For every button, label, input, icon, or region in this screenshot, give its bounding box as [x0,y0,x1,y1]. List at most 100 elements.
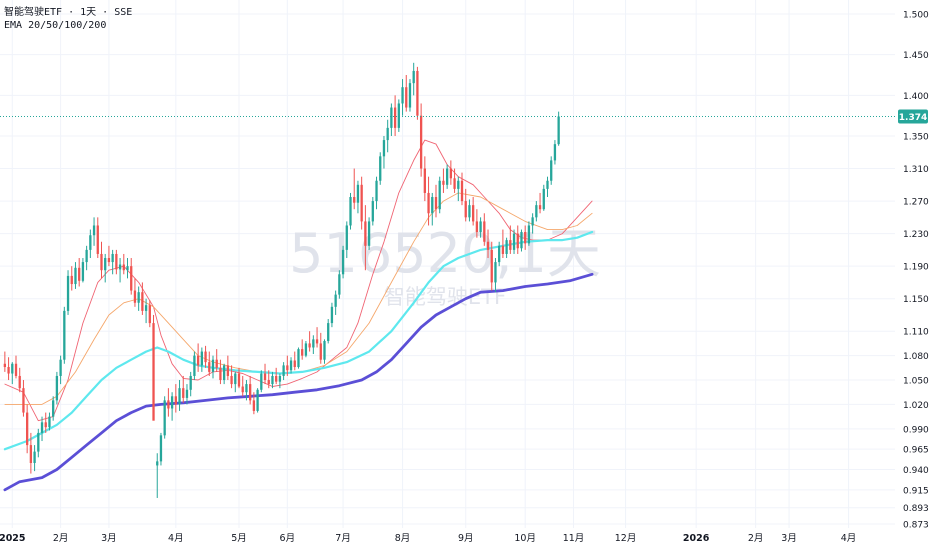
candle-body [312,339,315,348]
candle [100,241,103,279]
candle [107,245,111,267]
candle-body [130,266,133,291]
x-tick-label: 2月 [53,533,69,544]
candle-body [167,400,170,409]
candle-body [445,168,449,185]
y-tick-label: 1.230 [903,230,929,240]
candle-body [498,245,501,263]
candle [196,343,200,372]
candle-body [535,205,538,218]
candle [353,168,356,210]
candle [542,184,545,211]
candle-body [66,275,70,311]
candle [360,176,363,230]
candle [498,241,501,267]
candle-body [416,70,419,116]
candle [141,282,144,315]
candle [501,229,505,259]
candle [111,249,114,275]
y-tick-label: 0.893 [903,504,929,514]
candle-body [170,396,174,409]
candle-body [293,360,296,368]
candle-body [319,343,322,360]
candle [427,176,430,226]
candle [557,111,560,146]
candle [520,229,523,252]
candle-body [308,343,311,348]
x-tick-label: 4月 [168,533,184,544]
candle-body [126,266,129,271]
candle [330,302,334,328]
candle-body [44,422,47,428]
candle-body [29,445,33,463]
candle-body [356,184,360,203]
candle [245,380,248,401]
x-tick-label: 11月 [563,533,585,544]
candle-body [107,258,111,263]
time-axis[interactable]: 2025 2月 3月 4月 5月 6月 7月 8月 9月 10月 11月 12月 2026 2月 3月 4月 [0,533,856,544]
candle-body [393,107,397,128]
candle-body [137,292,140,303]
candle [11,362,14,385]
candle [267,370,270,389]
candle [483,213,486,246]
candle [490,241,493,291]
candle [215,349,218,372]
candle [70,266,73,291]
candle-body [159,435,163,462]
candle-body [271,375,274,385]
candle-body [111,253,114,263]
symbol-title[interactable]: 智能驾驶ETF · 1天 · SSE [4,7,133,18]
candle [449,160,453,185]
candle-body [256,389,259,411]
candle [66,270,70,315]
y-tick-label: 0.915 [903,486,929,496]
candle [37,428,40,458]
grid [0,0,895,528]
candle [535,201,538,222]
candle [241,375,244,397]
candle-body [315,339,319,344]
candle [14,355,18,379]
candle-body [531,217,534,226]
candle [219,359,222,385]
candle-body [330,306,334,324]
x-tick-label: 5月 [231,533,247,544]
candle-body [163,400,166,436]
candle-body [148,305,151,324]
candle [386,119,389,153]
candle-body [267,380,270,385]
candle-body [542,188,545,210]
candle-body [367,221,371,246]
candle [315,327,319,348]
candle [182,375,185,403]
candle-body [252,400,256,411]
candle-body [193,355,196,376]
candle [479,217,482,238]
candle [546,176,549,198]
candle-body [211,359,215,372]
x-tick-label: 3月 [781,533,797,544]
candle [345,221,348,259]
candle [457,176,460,202]
candle-body [100,253,103,271]
candle [341,245,345,279]
candle-body [527,225,531,244]
candle [293,351,296,371]
watermark: 516520,1天 智能驾驶ETF [289,222,601,309]
candle [85,245,88,271]
price-axis[interactable]: 1.500 1.450 1.400 1.350 1.310 1.270 1.230 1.190… [898,11,929,531]
candle-body [219,367,222,381]
candle [130,258,133,295]
candle-body [275,375,278,382]
candle [419,103,423,177]
candle-body [327,323,330,341]
candle [133,278,137,307]
candle-body [364,221,367,246]
candle-body [74,267,77,285]
candle-body [33,451,36,463]
indicator-label[interactable]: EMA 20/50/100/200 [4,20,107,31]
candle [475,209,479,238]
